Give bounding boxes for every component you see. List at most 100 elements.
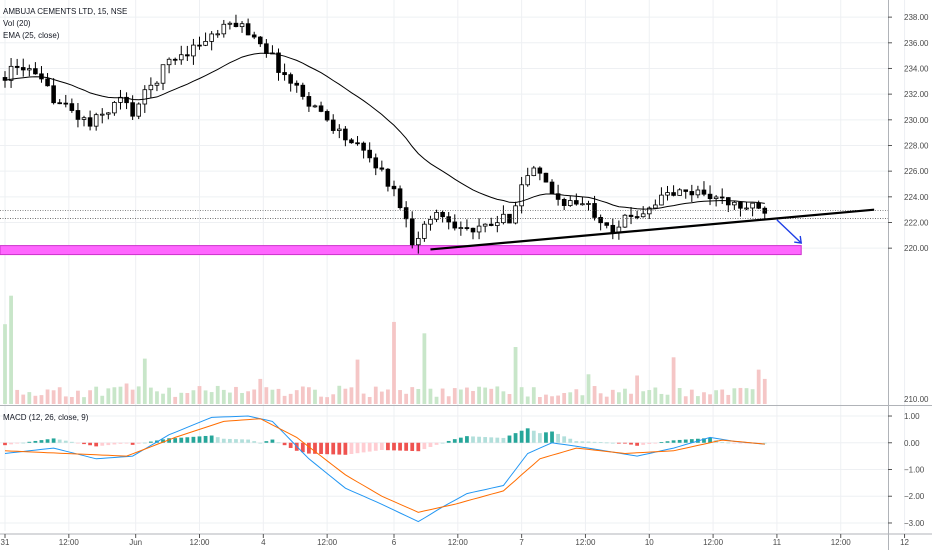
candle-body xyxy=(33,68,38,75)
volume-bar xyxy=(434,396,439,404)
candle-body xyxy=(330,119,336,131)
candle-body xyxy=(495,222,500,226)
candle-body xyxy=(452,221,458,229)
candle-body xyxy=(653,204,658,209)
volume-bar xyxy=(689,389,694,404)
macd-histogram-bar xyxy=(3,442,7,446)
macd-histogram-bar xyxy=(592,441,597,443)
candle-body xyxy=(8,65,14,81)
candle-body xyxy=(282,72,287,76)
candle-body xyxy=(659,194,664,206)
macd-histogram-bar xyxy=(240,439,244,443)
candle-body xyxy=(349,139,354,144)
macd-histogram-bar xyxy=(507,435,512,443)
time-axis-label: 6 xyxy=(392,538,397,547)
volume-bar xyxy=(677,388,682,404)
candle-body xyxy=(482,223,488,227)
candle-body xyxy=(409,218,415,246)
price-axis-label: 230.00 xyxy=(904,116,929,125)
candle-body xyxy=(203,40,208,46)
volume-bar xyxy=(732,388,737,404)
volume-bar xyxy=(471,390,475,404)
macd-histogram-bar xyxy=(148,441,153,443)
macd-histogram-bar xyxy=(562,436,567,443)
macd-histogram-bar xyxy=(416,442,421,452)
macd-histogram-bar xyxy=(136,442,141,444)
volume-bar xyxy=(416,388,421,404)
macd-histogram-bar xyxy=(629,442,633,445)
volume-bar xyxy=(446,396,451,404)
legend-vol: Vol (20) xyxy=(3,19,31,28)
time-axis-label: 7 xyxy=(519,538,524,547)
macd-histogram-bar xyxy=(270,439,275,443)
candle-body xyxy=(646,207,652,215)
candle-body xyxy=(124,96,129,104)
time-axis-label: 10 xyxy=(645,538,654,547)
volume-bar xyxy=(313,389,317,404)
macd-histogram-bar xyxy=(726,442,731,444)
macd-histogram-bar xyxy=(537,433,542,443)
macd-histogram-bar xyxy=(9,442,13,445)
volume-bar xyxy=(720,389,725,404)
volume-bar xyxy=(750,389,755,404)
time-axis-label: 12:00 xyxy=(703,538,724,547)
volume-bar xyxy=(641,391,646,404)
macd-histogram-bar xyxy=(319,442,323,454)
volume-bar xyxy=(610,389,615,404)
candle-body xyxy=(689,191,695,196)
candle-body xyxy=(160,64,166,84)
macd-histogram-bar xyxy=(458,437,463,443)
volume-bar xyxy=(240,392,244,404)
volume-bar xyxy=(580,395,585,404)
volume-bar xyxy=(696,396,700,404)
macd-histogram-bar xyxy=(379,442,384,450)
volume-bar xyxy=(501,391,506,404)
candle-body xyxy=(525,175,530,186)
macd-histogram-bar xyxy=(422,442,427,450)
candle-body xyxy=(191,44,196,57)
arrow-head xyxy=(794,235,803,244)
macd-histogram-bar xyxy=(610,442,615,444)
macd-histogram-bar xyxy=(501,437,506,443)
volume-bar xyxy=(452,388,457,404)
candle-body xyxy=(215,33,221,36)
volume-bar xyxy=(124,383,129,404)
volume-bar xyxy=(519,387,524,404)
candle-body xyxy=(172,58,178,61)
macd-histogram-bar xyxy=(386,442,390,451)
volume-bars xyxy=(3,295,767,404)
macd-histogram-bar xyxy=(398,442,402,451)
volume-bar xyxy=(623,388,627,404)
macd-histogram-bar xyxy=(337,442,342,455)
volume-bar xyxy=(45,389,50,404)
candle-body xyxy=(580,203,585,206)
macd-histogram-bar xyxy=(142,442,147,444)
candle-body xyxy=(683,189,689,192)
candle-body xyxy=(531,167,537,177)
support-zone[interactable] xyxy=(0,245,802,256)
time-axis-label: 12:00 xyxy=(59,538,80,547)
candle-body xyxy=(707,193,713,199)
macd-histogram-bar xyxy=(179,437,184,443)
candle-body xyxy=(513,205,518,224)
candle-body xyxy=(750,202,755,209)
candle-body xyxy=(75,110,81,120)
macd-histogram-bar xyxy=(221,438,226,443)
macd-histogram-bar xyxy=(63,440,68,443)
volume-bar xyxy=(106,388,111,404)
volume-bar xyxy=(209,392,214,404)
candle-body xyxy=(549,181,555,195)
volume-bar xyxy=(221,389,226,404)
macd-histogram-bar xyxy=(762,442,767,444)
volume-bar xyxy=(647,390,652,404)
macd-histogram-bar xyxy=(106,442,111,446)
macd-histogram-bar xyxy=(641,442,646,445)
volume-bar xyxy=(203,390,208,404)
volume-bar xyxy=(744,388,749,404)
candle-body xyxy=(288,74,293,84)
macd-histogram-bar xyxy=(331,442,336,455)
macd-histogram-bar xyxy=(367,442,372,452)
candle-body xyxy=(2,77,8,81)
macd-axis-label: 0.00 xyxy=(904,439,920,448)
